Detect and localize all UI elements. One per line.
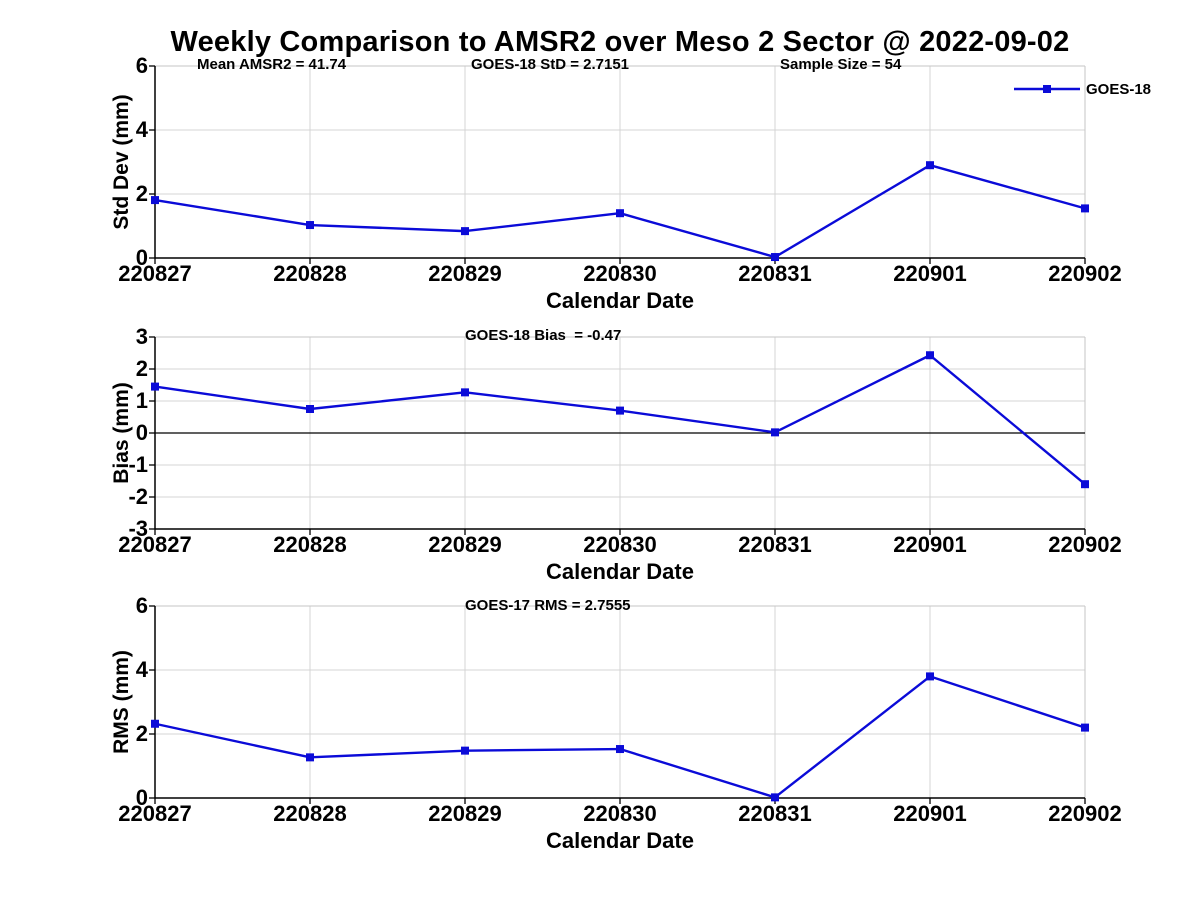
x-tick-label: 220831 [738,801,812,826]
y-tick-label: -2 [128,484,148,509]
annotation-mean-amsr2: Mean AMSR2 = 41.74 [197,56,347,73]
x-tick-label: 220828 [273,801,347,826]
x-tick-label: 220827 [118,532,192,557]
annotation-sample-size: Sample Size = 54 [780,56,902,73]
x-tick-label: 220902 [1048,532,1122,557]
y-tick-label: -3 [128,516,148,541]
data-marker [1081,723,1089,732]
legend-label: GOES-18 [1086,81,1152,98]
data-marker [616,209,624,218]
data-marker [926,351,934,360]
data-marker [461,388,469,397]
data-marker [306,221,314,230]
annotation-goes18-bias: GOES-18 Bias = -0.47 [465,327,622,344]
data-marker [771,253,779,262]
chart-title: Weekly Comparison to AMSR2 over Meso 2 S… [170,26,1070,58]
x-tick-label: 220828 [273,532,347,557]
x-tick-label: 220901 [893,532,967,557]
data-marker [151,719,159,728]
x-tick-label: 220827 [118,801,192,826]
data-marker [616,406,624,415]
y-tick-label: 6 [135,53,148,78]
annotation-goes17-rms: GOES-17 RMS = 2.7555 [465,597,631,614]
annotation-goes18-std: GOES-18 StD = 2.7151 [471,56,629,73]
x-tick-label: 220830 [583,261,657,286]
data-marker [771,428,779,437]
data-marker [1081,480,1089,489]
data-marker [926,672,934,681]
x-tick-label: 220829 [428,801,502,826]
data-marker [1081,204,1089,213]
data-marker [926,161,934,170]
y-tick-label: 4 [135,657,148,682]
y-tick-label: 2 [135,356,148,381]
y-tick-label: -1 [128,452,148,477]
data-marker [151,382,159,391]
y-tick-label: 6 [135,593,148,618]
x-tick-label: 220902 [1048,801,1122,826]
x-tick-label: 220830 [583,532,657,557]
x-tick-label: 220827 [118,261,192,286]
x-tick-label: 220902 [1048,261,1122,286]
y-tick-label: 0 [135,420,148,445]
data-marker [461,746,469,755]
y-tick-label: 1 [135,388,148,413]
x-tick-label: 220901 [893,261,967,286]
legend-marker [1043,85,1051,93]
x-tick-label: 220830 [583,801,657,826]
y-tick-label: 0 [135,245,148,270]
y-tick-label: 0 [135,785,148,810]
x-tick-label: 220901 [893,801,967,826]
x-axis-label-rms: Calendar Date [546,828,694,853]
data-marker [461,227,469,236]
x-tick-label: 220829 [428,261,502,286]
y-axis-label-stddev: Std Dev (mm) [110,94,133,230]
data-marker [306,753,314,762]
data-marker [151,196,159,205]
x-tick-label: 220829 [428,532,502,557]
x-tick-label: 220831 [738,261,812,286]
y-tick-label: 3 [135,324,148,349]
x-tick-label: 220831 [738,532,812,557]
data-marker [616,745,624,754]
y-tick-label: 2 [135,721,148,746]
x-tick-label: 220828 [273,261,347,286]
data-marker [771,793,779,802]
x-axis-label-bias: Calendar Date [546,559,694,584]
y-tick-label: 2 [135,181,148,206]
data-marker [306,405,314,413]
x-axis-label-stddev: Calendar Date [546,288,694,313]
y-tick-label: 4 [135,117,148,142]
